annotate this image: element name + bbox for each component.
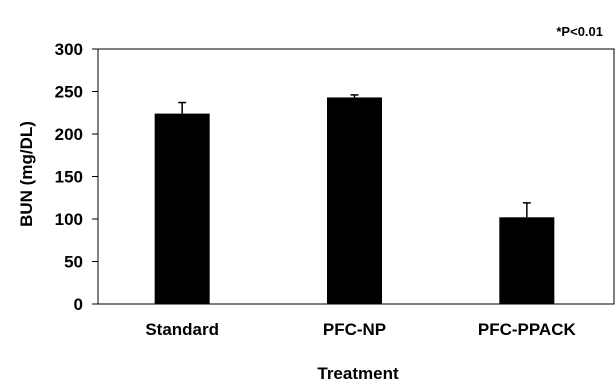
y-axis-title: BUN (mg/DL) — [17, 121, 36, 227]
significance-note: *P<0.01 — [556, 24, 603, 39]
y-tick-label: 50 — [64, 253, 83, 272]
y-axis: 0 50 100 150 200 250 300 — [55, 40, 98, 314]
bar-pfc-ppack — [499, 217, 555, 304]
x-tick-label: PFC-PPACK — [478, 320, 577, 339]
x-tick-label: Standard — [145, 320, 219, 339]
x-axis: Standard PFC-NP PFC-PPACK — [145, 320, 576, 339]
y-tick-label: 250 — [55, 83, 83, 102]
y-tick-label: 200 — [55, 125, 83, 144]
y-tick-label: 150 — [55, 168, 83, 187]
y-tick-label: 300 — [55, 40, 83, 59]
x-tick-label: PFC-NP — [323, 320, 386, 339]
y-tick-label: 0 — [74, 295, 83, 314]
bar-pfc-np — [327, 97, 382, 304]
x-axis-title: Treatment — [317, 364, 399, 383]
bar-series — [154, 94, 555, 304]
y-tick-label: 100 — [55, 210, 83, 229]
bar-standard — [154, 113, 210, 304]
